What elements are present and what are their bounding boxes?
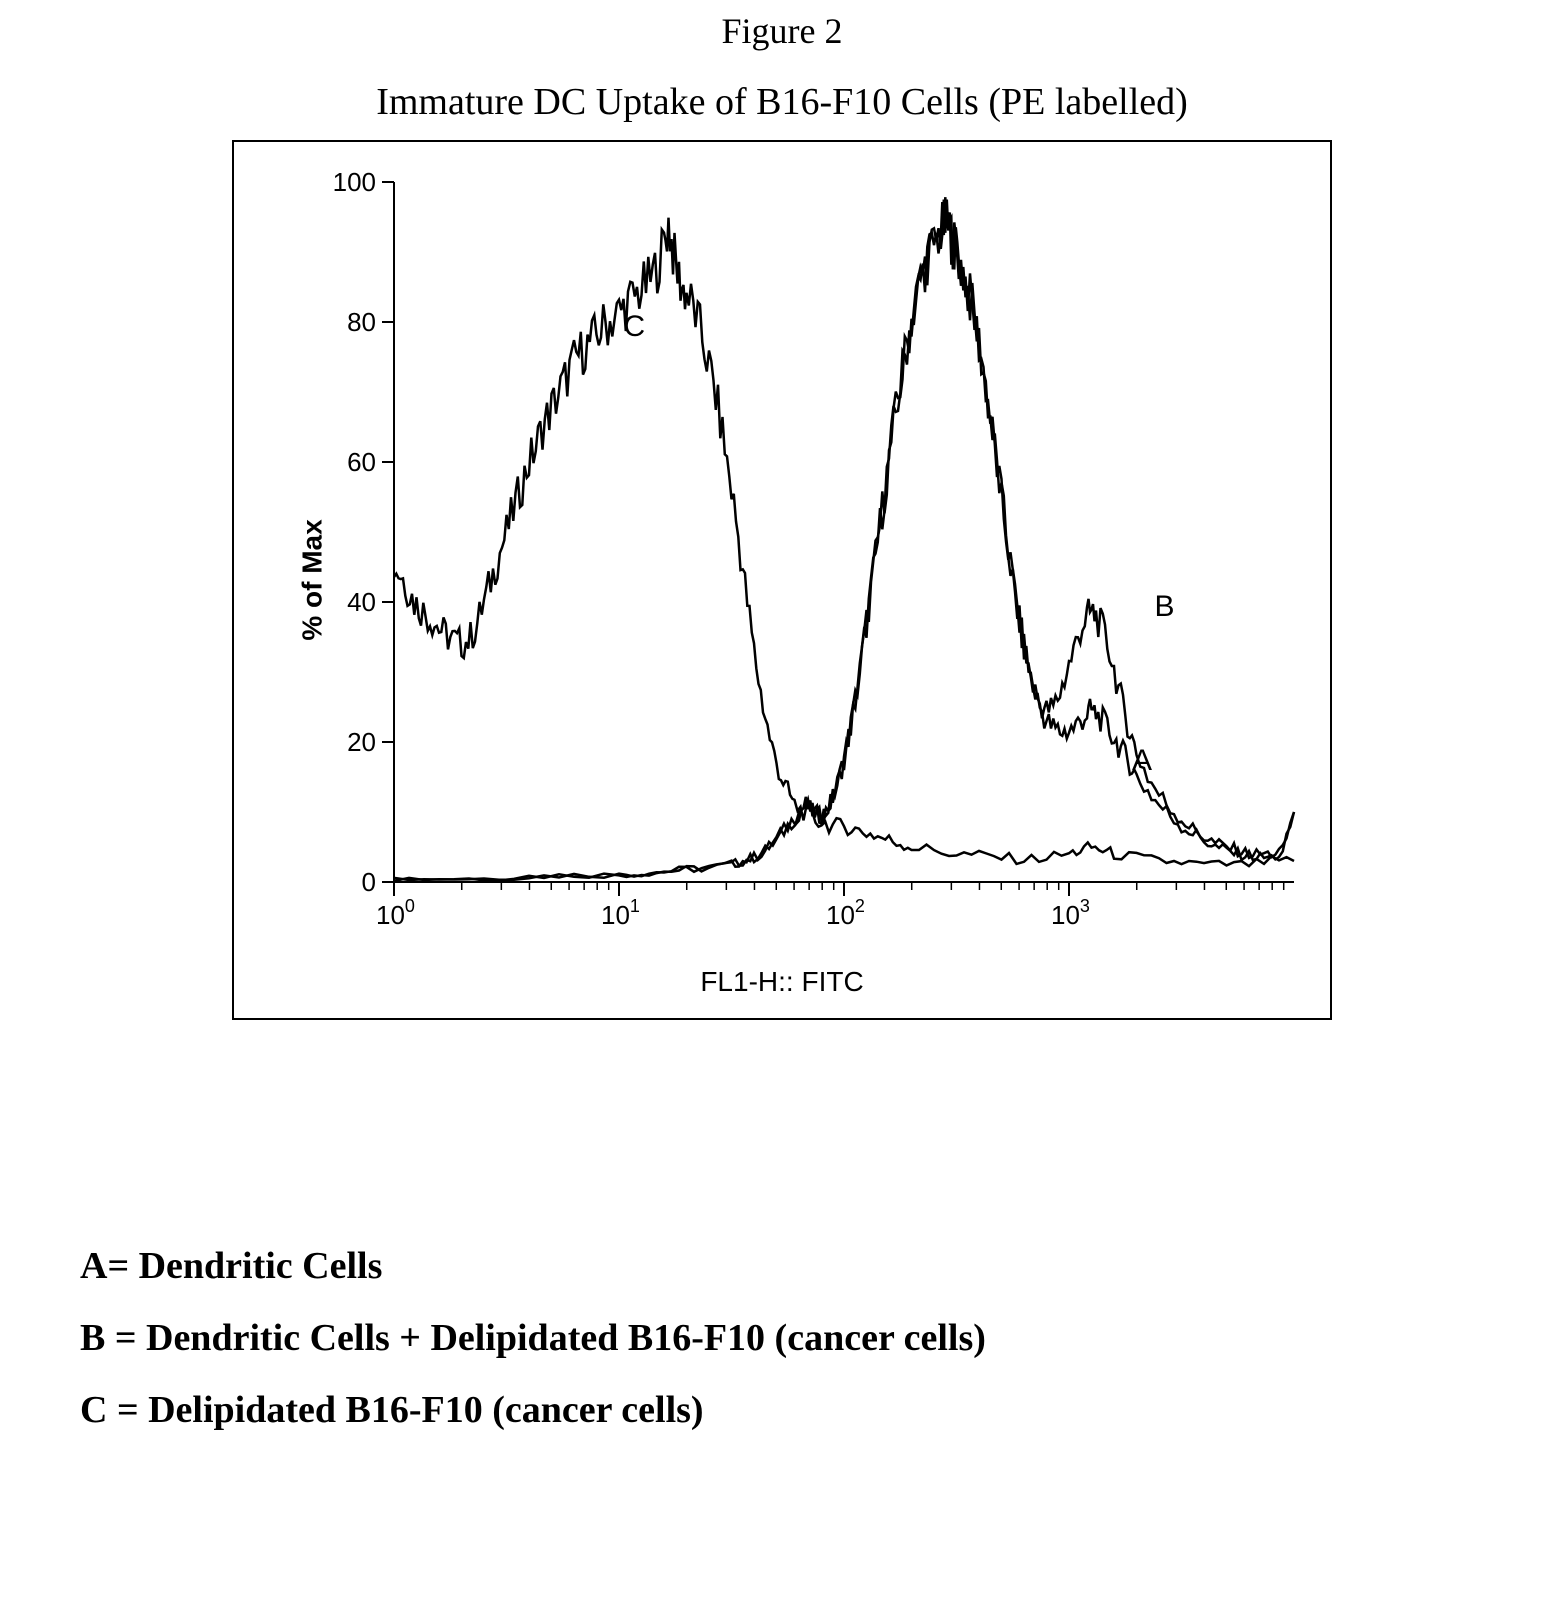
series-label-C: C: [624, 310, 646, 343]
svg-text:100: 100: [376, 896, 415, 930]
histogram-chart-svg: 020406080100100101102103CAB: [234, 142, 1330, 1018]
svg-text:20: 20: [347, 727, 376, 757]
svg-text:102: 102: [826, 896, 865, 930]
legend-item-a: A= Dendritic Cells: [80, 1230, 986, 1302]
legend-block: A= Dendritic Cells B = Dendritic Cells +…: [80, 1230, 986, 1447]
series-label-B: B: [1155, 590, 1175, 623]
legend-item-b: B = Dendritic Cells + Delipidated B16-F1…: [80, 1302, 986, 1374]
legend-item-c: C = Delipidated B16-F10 (cancer cells): [80, 1374, 986, 1446]
svg-text:103: 103: [1051, 896, 1090, 930]
series-B: [394, 197, 1294, 880]
figure-title: Immature DC Uptake of B16-F10 Cells (PE …: [0, 80, 1564, 124]
svg-text:0: 0: [362, 867, 376, 897]
svg-text:100: 100: [333, 167, 376, 197]
svg-text:101: 101: [601, 896, 640, 930]
x-axis-label: FL1-H:: FITC: [234, 966, 1330, 998]
histogram-chart-container: % of Max 020406080100100101102103CAB FL1…: [232, 140, 1332, 1020]
svg-text:80: 80: [347, 307, 376, 337]
svg-text:60: 60: [347, 447, 376, 477]
svg-text:40: 40: [347, 587, 376, 617]
series-A: [394, 200, 1294, 881]
figure-number: Figure 2: [0, 10, 1564, 52]
